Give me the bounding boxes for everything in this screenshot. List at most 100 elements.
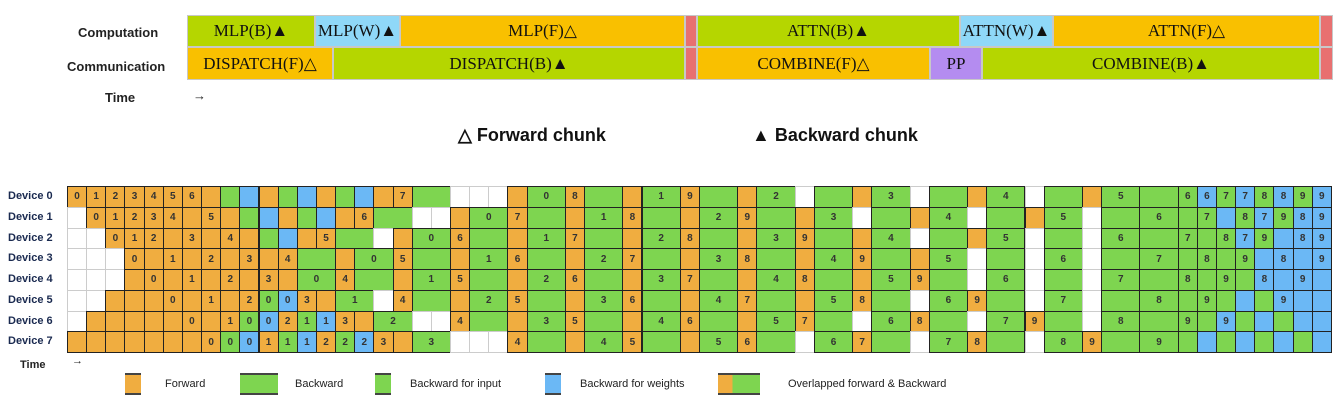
backward-cell: [1216, 331, 1237, 353]
backward-weights-cell: [1292, 310, 1313, 333]
forward-cell: [258, 186, 279, 208]
backward-cell: [1043, 310, 1083, 333]
backward-cell: 6: [871, 310, 911, 333]
forward-cell: [507, 310, 528, 333]
forward-cell: 2: [239, 289, 260, 312]
backward-cell: 0: [220, 331, 241, 353]
backward-cell: [354, 269, 394, 291]
backward-weights-cell: [258, 206, 279, 229]
forward-cell: [86, 310, 107, 333]
backward-cell: [813, 269, 854, 291]
forward-cell: [277, 206, 298, 229]
backward-cell: [1101, 331, 1141, 353]
backward-cell: 3: [526, 310, 566, 333]
backward-cell: [986, 331, 1026, 353]
idle-cell: [1081, 248, 1103, 270]
forward-cell: 5: [507, 289, 528, 312]
forward-cell: 5: [201, 206, 222, 229]
backward-weights-cell: [1254, 310, 1275, 333]
backward-cell: 0: [239, 310, 260, 333]
forward-cell: 3: [258, 269, 279, 291]
forward-cell: [392, 331, 413, 353]
backward-cell: 7: [1177, 227, 1198, 250]
computation-block-6: ATTN(F)△: [1053, 15, 1320, 47]
backward-cell: [1043, 269, 1083, 291]
computation-block-3: [685, 15, 697, 47]
backward-cell: 5: [813, 289, 854, 312]
forward-cell: [67, 331, 88, 353]
forward-cell: 3: [124, 186, 145, 208]
forward-cell: [564, 248, 586, 270]
device-label: Device 6: [8, 314, 53, 327]
backward-cell: [469, 269, 509, 291]
backward-cell: 1: [469, 248, 509, 270]
backward-weights-cell: [1292, 248, 1313, 270]
device-label: Device 3: [8, 252, 53, 265]
forward-cell: 6: [622, 289, 643, 312]
forward-cell: 5: [392, 248, 413, 270]
forward-cell: [450, 289, 471, 312]
backward-cell: 8: [1216, 227, 1237, 250]
backward-weights-cell: [239, 186, 260, 208]
forward-cell: [315, 186, 337, 208]
forward-cell: 4: [507, 331, 528, 353]
backward-cell: 8: [1196, 248, 1217, 270]
backward-cell: [1043, 186, 1083, 208]
forward-cell: [181, 289, 203, 312]
backward-cell: [871, 248, 911, 270]
backward-cell: [1139, 269, 1179, 291]
backward-cell: [928, 269, 969, 291]
backward-cell: [1101, 248, 1141, 270]
schedule-time-arrow-icon: →: [72, 355, 83, 367]
backward-cell: 1: [335, 289, 375, 312]
forward-cell: 3: [373, 331, 394, 353]
backward-cell: [220, 186, 241, 208]
backward-cell: [1216, 248, 1237, 270]
forward-cell: 8: [564, 186, 586, 208]
forward-cell: 7: [622, 248, 643, 270]
forward-cell: 0: [105, 227, 126, 250]
idle-cell: [967, 248, 988, 270]
computation-block-2: MLP(F)△: [400, 15, 685, 47]
idle-cell: [469, 186, 490, 208]
backward-cell: 6: [986, 269, 1026, 291]
forward-cell: 5: [450, 269, 471, 291]
forward-cell: 4: [162, 206, 183, 229]
forward-cell: [201, 310, 222, 333]
forward-cell: [162, 331, 183, 353]
backward-cell: [1043, 227, 1083, 250]
backward-cell: 3: [813, 206, 854, 229]
idle-cell: [67, 248, 88, 270]
forward-cell: [622, 227, 643, 250]
forward-cell: 9: [1081, 331, 1103, 353]
backward-cell: [1216, 289, 1237, 312]
backward-chunk-legend: ▲ Backward chunk: [752, 125, 918, 145]
backward-weights-cell: [1311, 289, 1332, 312]
backward-cell: 3: [756, 227, 796, 250]
idle-cell: [373, 227, 394, 250]
forward-cell: [239, 269, 260, 291]
forward-cell: [507, 227, 528, 250]
backward-cell: [411, 186, 451, 208]
forward-cell: [239, 227, 260, 250]
forward-cell: 6: [450, 227, 471, 250]
idle-cell: [67, 310, 88, 333]
forward-cell: [967, 186, 988, 208]
forward-cell: 1: [162, 248, 183, 270]
forward-cell: 1: [181, 269, 203, 291]
forward-cell: 9: [967, 289, 988, 312]
communication-block-5: COMBINE(B)▲: [982, 47, 1320, 80]
forward-cell: [143, 289, 164, 312]
forward-cell: 0: [143, 269, 164, 291]
computation-label: Computation: [78, 25, 159, 40]
forward-cell: 6: [181, 186, 203, 208]
forward-cell: 2: [315, 331, 337, 353]
forward-cell: [507, 186, 528, 208]
forward-cell: 2: [220, 269, 241, 291]
backward-cell: 7: [986, 310, 1026, 333]
idle-cell: [469, 331, 490, 353]
backward-cell: [928, 227, 969, 250]
backward-cell: [641, 289, 681, 312]
backward-cell: [584, 186, 624, 208]
